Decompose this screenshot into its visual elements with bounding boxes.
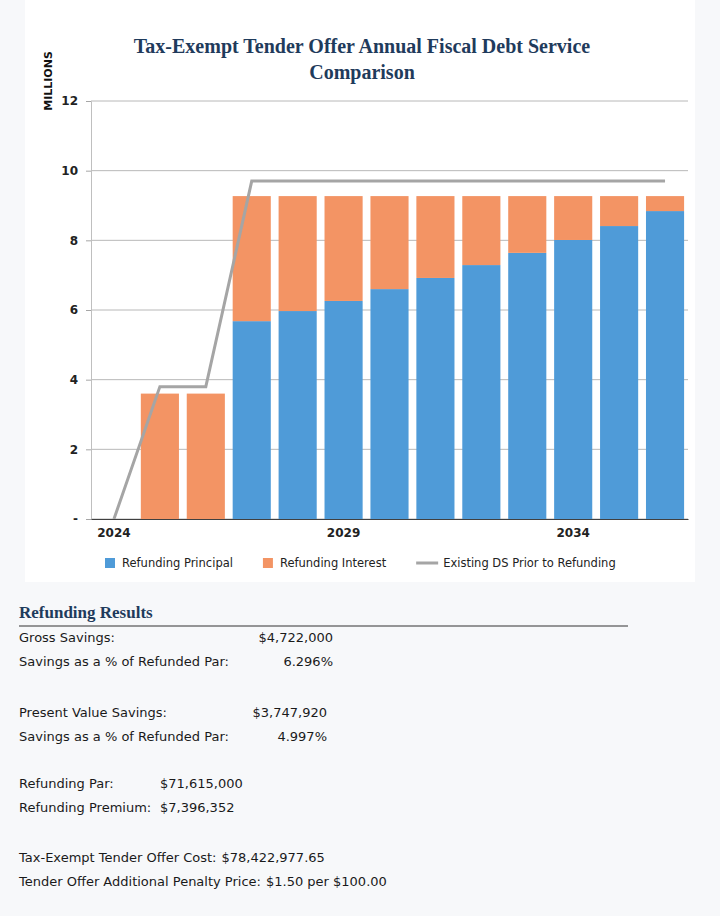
x-tick: 2024 <box>97 519 130 540</box>
y-tick-mark <box>86 101 91 102</box>
y-tick-label: 4 <box>70 373 78 387</box>
result-value: $4,722,000 <box>259 630 333 645</box>
y-tick-label: 10 <box>61 164 78 178</box>
result-label: Refunding Par: <box>19 776 114 791</box>
y-tick: - <box>73 512 91 526</box>
bar <box>508 196 546 253</box>
result-value: 6.296% <box>283 654 333 669</box>
bar <box>187 394 225 519</box>
legend-swatch <box>263 558 273 568</box>
x-tick-label: 2034 <box>556 526 589 540</box>
y-tick-mark <box>86 380 91 381</box>
y-axis-label: MILLIONS <box>42 51 55 111</box>
x-tick-label: 2029 <box>327 526 360 540</box>
bar <box>416 196 454 278</box>
x-tick-label: 2024 <box>97 526 130 540</box>
bar <box>600 226 638 519</box>
bar <box>325 196 363 301</box>
y-tick: 4 <box>70 373 91 387</box>
chart-panel <box>25 0 695 582</box>
results: Refunding Results Gross Savings: $4,722,00… <box>18 603 628 889</box>
chart-title: Tax-Exempt Tender Offer Annual Fiscal De… <box>134 35 590 84</box>
bar <box>325 301 363 519</box>
page: Tax-Exempt Tender Offer Annual Fiscal De… <box>0 0 720 916</box>
bar <box>554 196 592 240</box>
result-label: Tax-Exempt Tender Offer Cost: <box>18 850 216 865</box>
grid-line <box>91 170 688 171</box>
y-tick-label: 12 <box>61 94 78 108</box>
results-title: Refunding Results <box>19 603 153 622</box>
grid <box>91 101 688 519</box>
result-value: 4.997% <box>277 729 327 744</box>
legend-label: Refunding Interest <box>280 556 387 570</box>
y-tick: 8 <box>70 234 91 248</box>
x-axis: 2024 2029 2034 <box>92 519 689 540</box>
bar <box>416 278 454 519</box>
legend-swatch <box>105 558 115 568</box>
bar <box>370 289 408 519</box>
result-label: Tender Offer Additional Penalty Price: <box>18 874 261 889</box>
result-value: $71,615,000 <box>160 776 243 791</box>
results-rule <box>19 626 628 627</box>
y-tick: 6 <box>70 303 91 317</box>
result-value: $78,422,977.65 <box>221 850 324 865</box>
background <box>0 0 720 916</box>
result-value: $7,396,352 <box>160 800 234 815</box>
bar <box>646 196 684 211</box>
legend-swatch <box>416 562 438 565</box>
line <box>114 181 665 519</box>
result-value: $3,747,920 <box>253 705 327 720</box>
bar <box>554 240 592 519</box>
y-tick-mark <box>86 171 91 172</box>
legend-label: Refunding Principal <box>122 556 233 570</box>
bar <box>279 196 317 311</box>
bar <box>279 311 317 519</box>
plot-area <box>114 181 684 519</box>
y-axis: - 2 4 6 8 10 12 <box>61 94 91 526</box>
legend: Refunding Principal Refunding Interest Exi… <box>105 556 616 570</box>
result-label: Gross Savings: <box>19 630 115 645</box>
x-tick: 2029 <box>327 519 360 540</box>
bar <box>370 196 408 289</box>
y-tick: 12 <box>61 94 91 108</box>
bar <box>141 394 179 519</box>
y-axis-line <box>86 102 92 520</box>
y-tick-label: 8 <box>70 234 78 248</box>
bar <box>233 321 271 519</box>
bar <box>646 211 684 519</box>
y-tick: 2 <box>70 443 91 457</box>
y-tick-label: 2 <box>70 443 78 457</box>
bar <box>233 196 271 321</box>
y-tick-mark <box>86 519 91 520</box>
result-label: Savings as a % of Refunded Par: <box>19 729 229 744</box>
y-tick: 10 <box>61 164 91 178</box>
y-tick-mark <box>86 240 91 241</box>
y-tick-label: - <box>73 512 78 526</box>
y-tick-label: 6 <box>70 303 78 317</box>
bar <box>508 253 546 519</box>
legend-label: Existing DS Prior to Refunding <box>443 556 616 570</box>
x-axis-line <box>92 519 689 520</box>
bar <box>462 265 500 519</box>
result-label: Savings as a % of Refunded Par: <box>19 654 229 669</box>
bar <box>600 196 638 226</box>
y-tick-mark <box>86 449 91 450</box>
bar <box>462 196 500 265</box>
grid-line <box>91 101 688 102</box>
result-label: Present Value Savings: <box>19 705 167 720</box>
x-tick: 2034 <box>556 519 589 540</box>
y-tick-mark <box>86 310 91 311</box>
result-label: Refunding Premium: <box>19 800 151 815</box>
title-line: Tax-Exempt Tender Offer Annual Fiscal De… <box>134 35 590 58</box>
result-value: $1.50 per $100.00 <box>266 874 387 889</box>
title-line: Comparison <box>309 61 415 84</box>
